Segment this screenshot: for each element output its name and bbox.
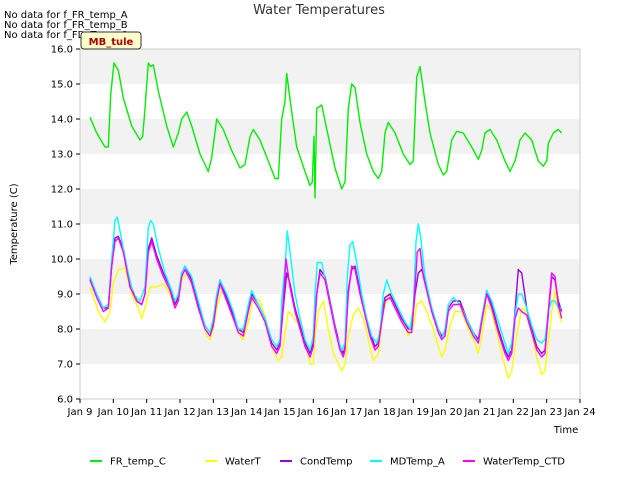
x-axis: Jan 9 Jan 10 Jan 11 Jan 12 Jan 13 Jan 14 Jan 1…	[67, 399, 596, 418]
x-tick-label: Jan 15	[263, 407, 295, 418]
y-tick-label: 15.0	[51, 80, 73, 91]
x-tick-label: Jan 23	[530, 407, 562, 418]
grid-band	[80, 259, 580, 294]
grid-band	[80, 224, 580, 259]
x-tick-label: Jan 9	[67, 407, 93, 418]
legend: FR_temp_C WaterT CondTemp MDTemp_A WaterTemp…	[90, 457, 565, 468]
x-tick-label: Jan 19	[397, 407, 429, 418]
y-axis-label: Temperature (C)	[9, 183, 20, 265]
x-tick-label: Jan 22	[497, 407, 529, 418]
series-lines	[89, 62, 563, 379]
x-tick-label: Jan 20	[430, 407, 462, 418]
x-tick-label: Jan 21	[463, 407, 495, 418]
no-data-message: No data for f_FD_Temp_1	[4, 30, 128, 41]
y-tick-label: 13.0	[51, 150, 73, 161]
series-line-condtemp	[89, 235, 563, 358]
y-tick-label: 12.0	[51, 185, 73, 196]
grid-band	[80, 189, 580, 224]
x-tick-label: Jan 12	[163, 407, 195, 418]
x-tick-label: Jan 14	[230, 407, 262, 418]
y-tick-label: 14.0	[51, 115, 73, 126]
legend-entry: FR_temp_C	[110, 457, 166, 468]
x-tick-label: Jan 10	[97, 407, 129, 418]
y-tick-label: 10.0	[51, 255, 73, 266]
x-tick-label: Jan 16	[297, 407, 329, 418]
x-tick-label: Jan 24	[563, 407, 595, 418]
site-badge-box	[80, 31, 142, 50]
grid-bands	[80, 49, 580, 399]
chart-title: Water Temperatures	[253, 3, 385, 18]
grid-band	[80, 119, 580, 154]
series-line-watertemp-ctd	[89, 237, 563, 362]
grid-band	[80, 49, 580, 84]
x-axis-label: Time	[553, 425, 578, 436]
series-line-fr-temp-c	[89, 62, 563, 199]
x-tick-label: Jan 11	[130, 407, 162, 418]
x-tick-label: Jan 13	[197, 407, 229, 418]
legend-entry: WaterT	[225, 457, 262, 468]
legend-entry: WaterTemp_CTD	[483, 457, 565, 468]
y-tick-label: 16.0	[51, 45, 73, 56]
grid-band	[80, 154, 580, 189]
legend-entry: MDTemp_A	[390, 457, 445, 468]
y-tick-label: 11.0	[51, 220, 73, 231]
y-axis: 6.0 7.0 8.0 9.0 10.0 11.0 12.0 13.0 14.0 15.0 16.0	[51, 45, 80, 406]
no-data-message: No data for f_FR_temp_A	[4, 10, 128, 21]
x-tick-label: Jan 18	[363, 407, 395, 418]
y-tick-label: 8.0	[57, 325, 73, 336]
y-tick-label: 6.0	[57, 395, 73, 406]
no-data-message: No data for f_FR_temp_B	[4, 20, 128, 31]
grid-band	[80, 84, 580, 119]
y-tick-label: 9.0	[57, 290, 73, 301]
x-tick-label: Jan 17	[330, 407, 362, 418]
site-badge-text: MB_tule	[89, 37, 134, 48]
y-tick-label: 7.0	[57, 360, 73, 371]
grid-band	[80, 364, 580, 399]
site-badge: MB_tule	[80, 31, 142, 50]
legend-entry: CondTemp	[300, 457, 352, 468]
